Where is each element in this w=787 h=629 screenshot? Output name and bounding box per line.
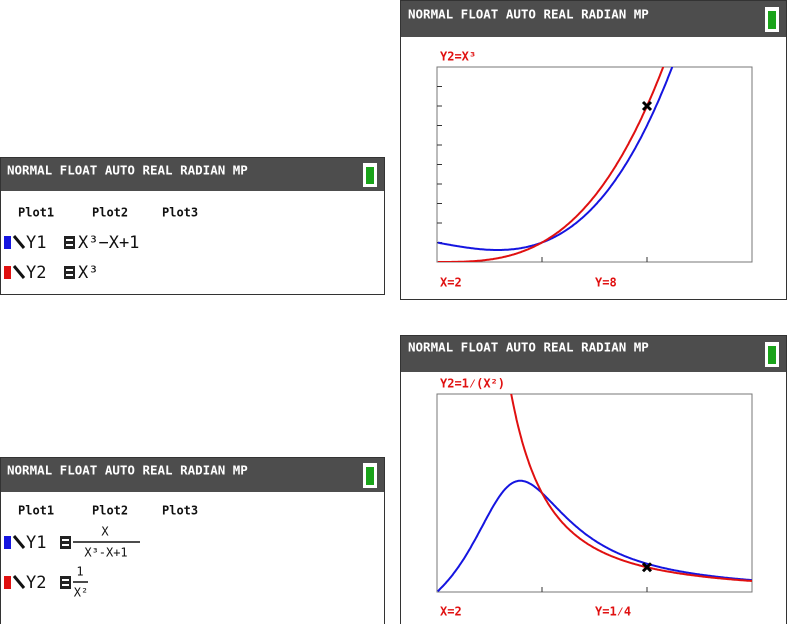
trace-label: Y2=X³ (440, 50, 476, 64)
plot-label: Plot1 (18, 206, 54, 220)
status: NORMAL FLOAT AUTO REAL RADIAN MP (408, 340, 649, 355)
battery-level (366, 467, 374, 485)
status: NORMAL FLOAT AUTO REAL RADIAN MP (7, 463, 248, 478)
graph-screen-2: NORMAL FLOAT AUTO REAL RADIAN MP Y2=1⁄(X… (401, 336, 787, 625)
expression: X³−X+1 (78, 233, 139, 253)
color-swatch (4, 236, 11, 249)
x-readout: X=2 (440, 605, 462, 619)
y-editor-2: NORMAL FLOAT AUTO REAL RADIAN MP Plot1 P… (1, 458, 385, 625)
x-readout: X=2 (440, 276, 462, 290)
page: NORMAL FLOAT AUTO REAL RADIAN MP Plot1 P… (0, 0, 787, 624)
numerator: 1 (76, 565, 83, 579)
plot-label: Plot3 (162, 206, 198, 220)
color-swatch (4, 536, 11, 549)
expression: X³ (78, 263, 98, 283)
equals-selected (64, 236, 75, 249)
battery-level (366, 167, 374, 184)
plot-label: Plot2 (92, 504, 128, 518)
trace-label: Y2=1⁄(X²) (440, 377, 505, 391)
numerator: X (101, 525, 109, 539)
denominator: X² (74, 586, 88, 600)
plot-label: Plot1 (18, 504, 54, 518)
battery-level (768, 346, 776, 364)
status: NORMAL FLOAT AUTO REAL RADIAN MP (7, 163, 248, 178)
function-name: Y1 (26, 533, 46, 553)
function-name: Y1 (26, 233, 46, 253)
equals-selected (60, 536, 71, 549)
denominator: X³-X+1 (84, 546, 127, 560)
graph-screen-1: NORMAL FLOAT AUTO REAL RADIAN MP Y2=X³ X… (401, 1, 787, 300)
status: NORMAL FLOAT AUTO REAL RADIAN MP (408, 7, 649, 22)
function-name: Y2 (26, 573, 46, 593)
function-name: Y2 (26, 263, 46, 283)
color-swatch (4, 266, 11, 279)
plot-label: Plot2 (92, 206, 128, 220)
y-readout: Y=1⁄4 (595, 605, 631, 619)
color-swatch (4, 576, 11, 589)
plot-label: Plot3 (162, 504, 198, 518)
equals-selected (64, 266, 75, 279)
equals-selected (60, 576, 71, 589)
battery-level (768, 11, 776, 29)
plot-area (437, 67, 752, 262)
y-editor-1: NORMAL FLOAT AUTO REAL RADIAN MP Plot1 P… (1, 158, 385, 295)
plot-area (437, 394, 752, 592)
y-readout: Y=8 (595, 276, 617, 290)
